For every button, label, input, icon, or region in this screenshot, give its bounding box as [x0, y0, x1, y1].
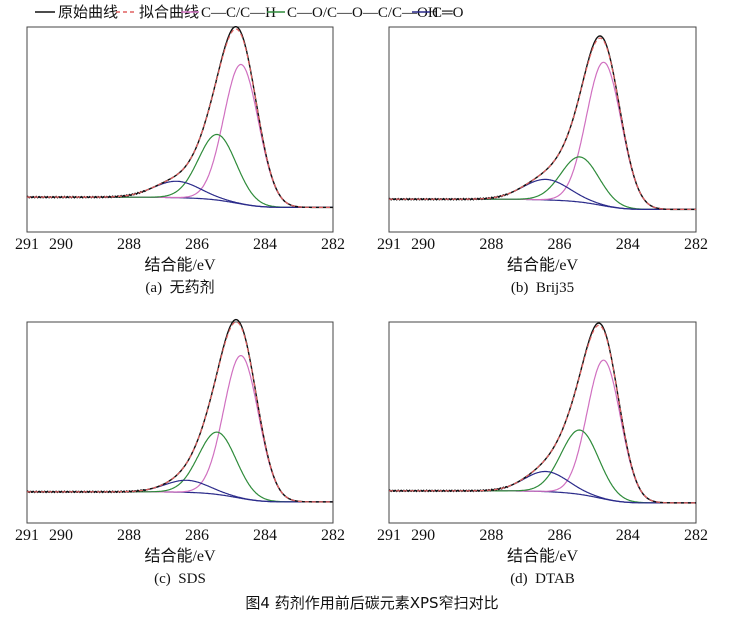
raw-curve-line [26, 26, 333, 209]
peak-cc-ch-line [389, 359, 696, 504]
x-tick-label: 288 [479, 236, 503, 253]
x-tick-label: 282 [321, 236, 345, 253]
x-tick-label: 288 [117, 527, 141, 544]
peak-cc-ch-line [27, 355, 333, 503]
legend-label-raw: 原始曲线 [58, 4, 118, 21]
panel-b: 291 290 288 286 284 282 结合能/eV (b) Brij35 [377, 26, 708, 296]
x-tick-label: 288 [479, 527, 503, 544]
peak-c-eq-o-line [389, 470, 696, 504]
raw-curve-line [388, 35, 696, 211]
x-tick-label: 291 [15, 236, 39, 253]
x-tick-label: 284 [616, 236, 640, 253]
fit-curve-line [389, 324, 696, 504]
x-axis-label: 结合能/eV [507, 547, 579, 565]
x-tick-label: 282 [684, 236, 708, 253]
x-tick-label: 284 [253, 527, 277, 544]
x-tick-label: 284 [253, 236, 277, 253]
x-tick-label: 284 [616, 527, 640, 544]
panel-caption: (c) SDS [154, 571, 206, 587]
x-tick-label: 282 [321, 527, 345, 544]
x-tick-label: 286 [548, 236, 572, 253]
peak-cc-ch-line [27, 63, 333, 208]
panel-a: 291 290 288 286 284 282 结合能/eV (a) 无药剂 [15, 26, 345, 296]
x-tick-label: 291 [377, 527, 401, 544]
x-tick-label: 288 [117, 236, 141, 253]
raw-curve-line [26, 318, 333, 503]
legend-label-c-eq-o: C═O [432, 5, 464, 21]
background-line [389, 490, 696, 504]
plot-frame [26, 321, 334, 524]
x-tick-label: 291 [377, 236, 401, 253]
x-tick-label: 286 [185, 236, 209, 253]
legend: 原始曲线 拟合曲线 C—C/C—H C—O/C—O—C/C—OH C═O [35, 4, 464, 21]
x-tick-label: 286 [548, 527, 572, 544]
peak-co-coc-coh-line [389, 156, 696, 210]
panel-d: 291 290 288 286 284 282 结合能/eV (d) DTAB [377, 321, 708, 587]
fit-curve-line [27, 28, 333, 208]
x-tick-label: 290 [411, 236, 435, 253]
fit-curve-line [27, 321, 333, 503]
x-tick-label: 282 [684, 527, 708, 544]
plot-frame [388, 26, 697, 233]
plot-frame [388, 321, 697, 524]
peak-cc-ch-line [389, 61, 696, 210]
x-axis-label: 结合能/eV [507, 256, 579, 274]
legend-label-co: C—O/C—O—C/C—OH [287, 5, 439, 21]
x-axis-label: 结合能/eV [144, 547, 216, 565]
panel-caption: (a) 无药剂 [145, 279, 214, 296]
panel-c: 291 290 288 286 284 282 结合能/eV (c) SDS [15, 318, 345, 587]
x-tick-label: 286 [185, 527, 209, 544]
figure-caption: 图4 药剂作用前后碳元素XPS窄扫对比 [245, 594, 498, 612]
x-tick-label: 290 [49, 527, 73, 544]
fit-curve-line [389, 37, 696, 210]
x-tick-label: 290 [49, 236, 73, 253]
panel-caption: (b) Brij35 [511, 280, 574, 296]
legend-label-fit: 拟合曲线 [139, 4, 199, 21]
x-axis-label: 结合能/eV [144, 256, 216, 274]
x-tick-label: 291 [15, 527, 39, 544]
legend-label-cc: C—C/C—H [201, 5, 276, 21]
plot-frame [26, 26, 334, 233]
panel-caption: (d) DTAB [510, 571, 575, 587]
x-tick-label: 290 [411, 527, 435, 544]
raw-curve-line [388, 322, 696, 504]
